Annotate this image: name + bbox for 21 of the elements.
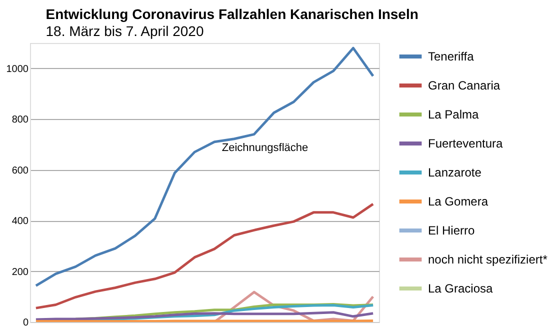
chart-subtitle: 18. März bis 7. April 2020	[46, 23, 204, 39]
legend-label: La Graciosa	[428, 282, 494, 296]
y-tick-label: 1000	[6, 64, 29, 75]
legend-label: Fuerteventura	[428, 136, 504, 150]
chart-title: Entwicklung Coronavirus Fallzahlen Kanarischen Inseln	[46, 6, 418, 22]
annotation: Zeichnungsfläche	[222, 142, 308, 154]
legend-label: La Palma	[428, 108, 480, 122]
y-tick-label: 200	[12, 266, 29, 278]
legend-label: Teneriffa	[428, 50, 474, 64]
legend-label: El Hierro	[428, 224, 475, 238]
legend-label: La Gomera	[428, 194, 488, 208]
line-series	[34, 46, 374, 287]
line-series	[34, 311, 374, 321]
legend-label: Gran Canaria	[428, 78, 500, 92]
y-tick-label: 0	[22, 318, 29, 328]
legend-label: Lanzarote	[428, 166, 482, 180]
y-tick-label: 600	[12, 165, 29, 176]
legend-label: noch nicht spezifiziert*	[428, 252, 548, 266]
y-tick-label: 800	[12, 114, 29, 126]
y-tick-label: 400	[12, 216, 29, 228]
line-series	[34, 202, 374, 310]
